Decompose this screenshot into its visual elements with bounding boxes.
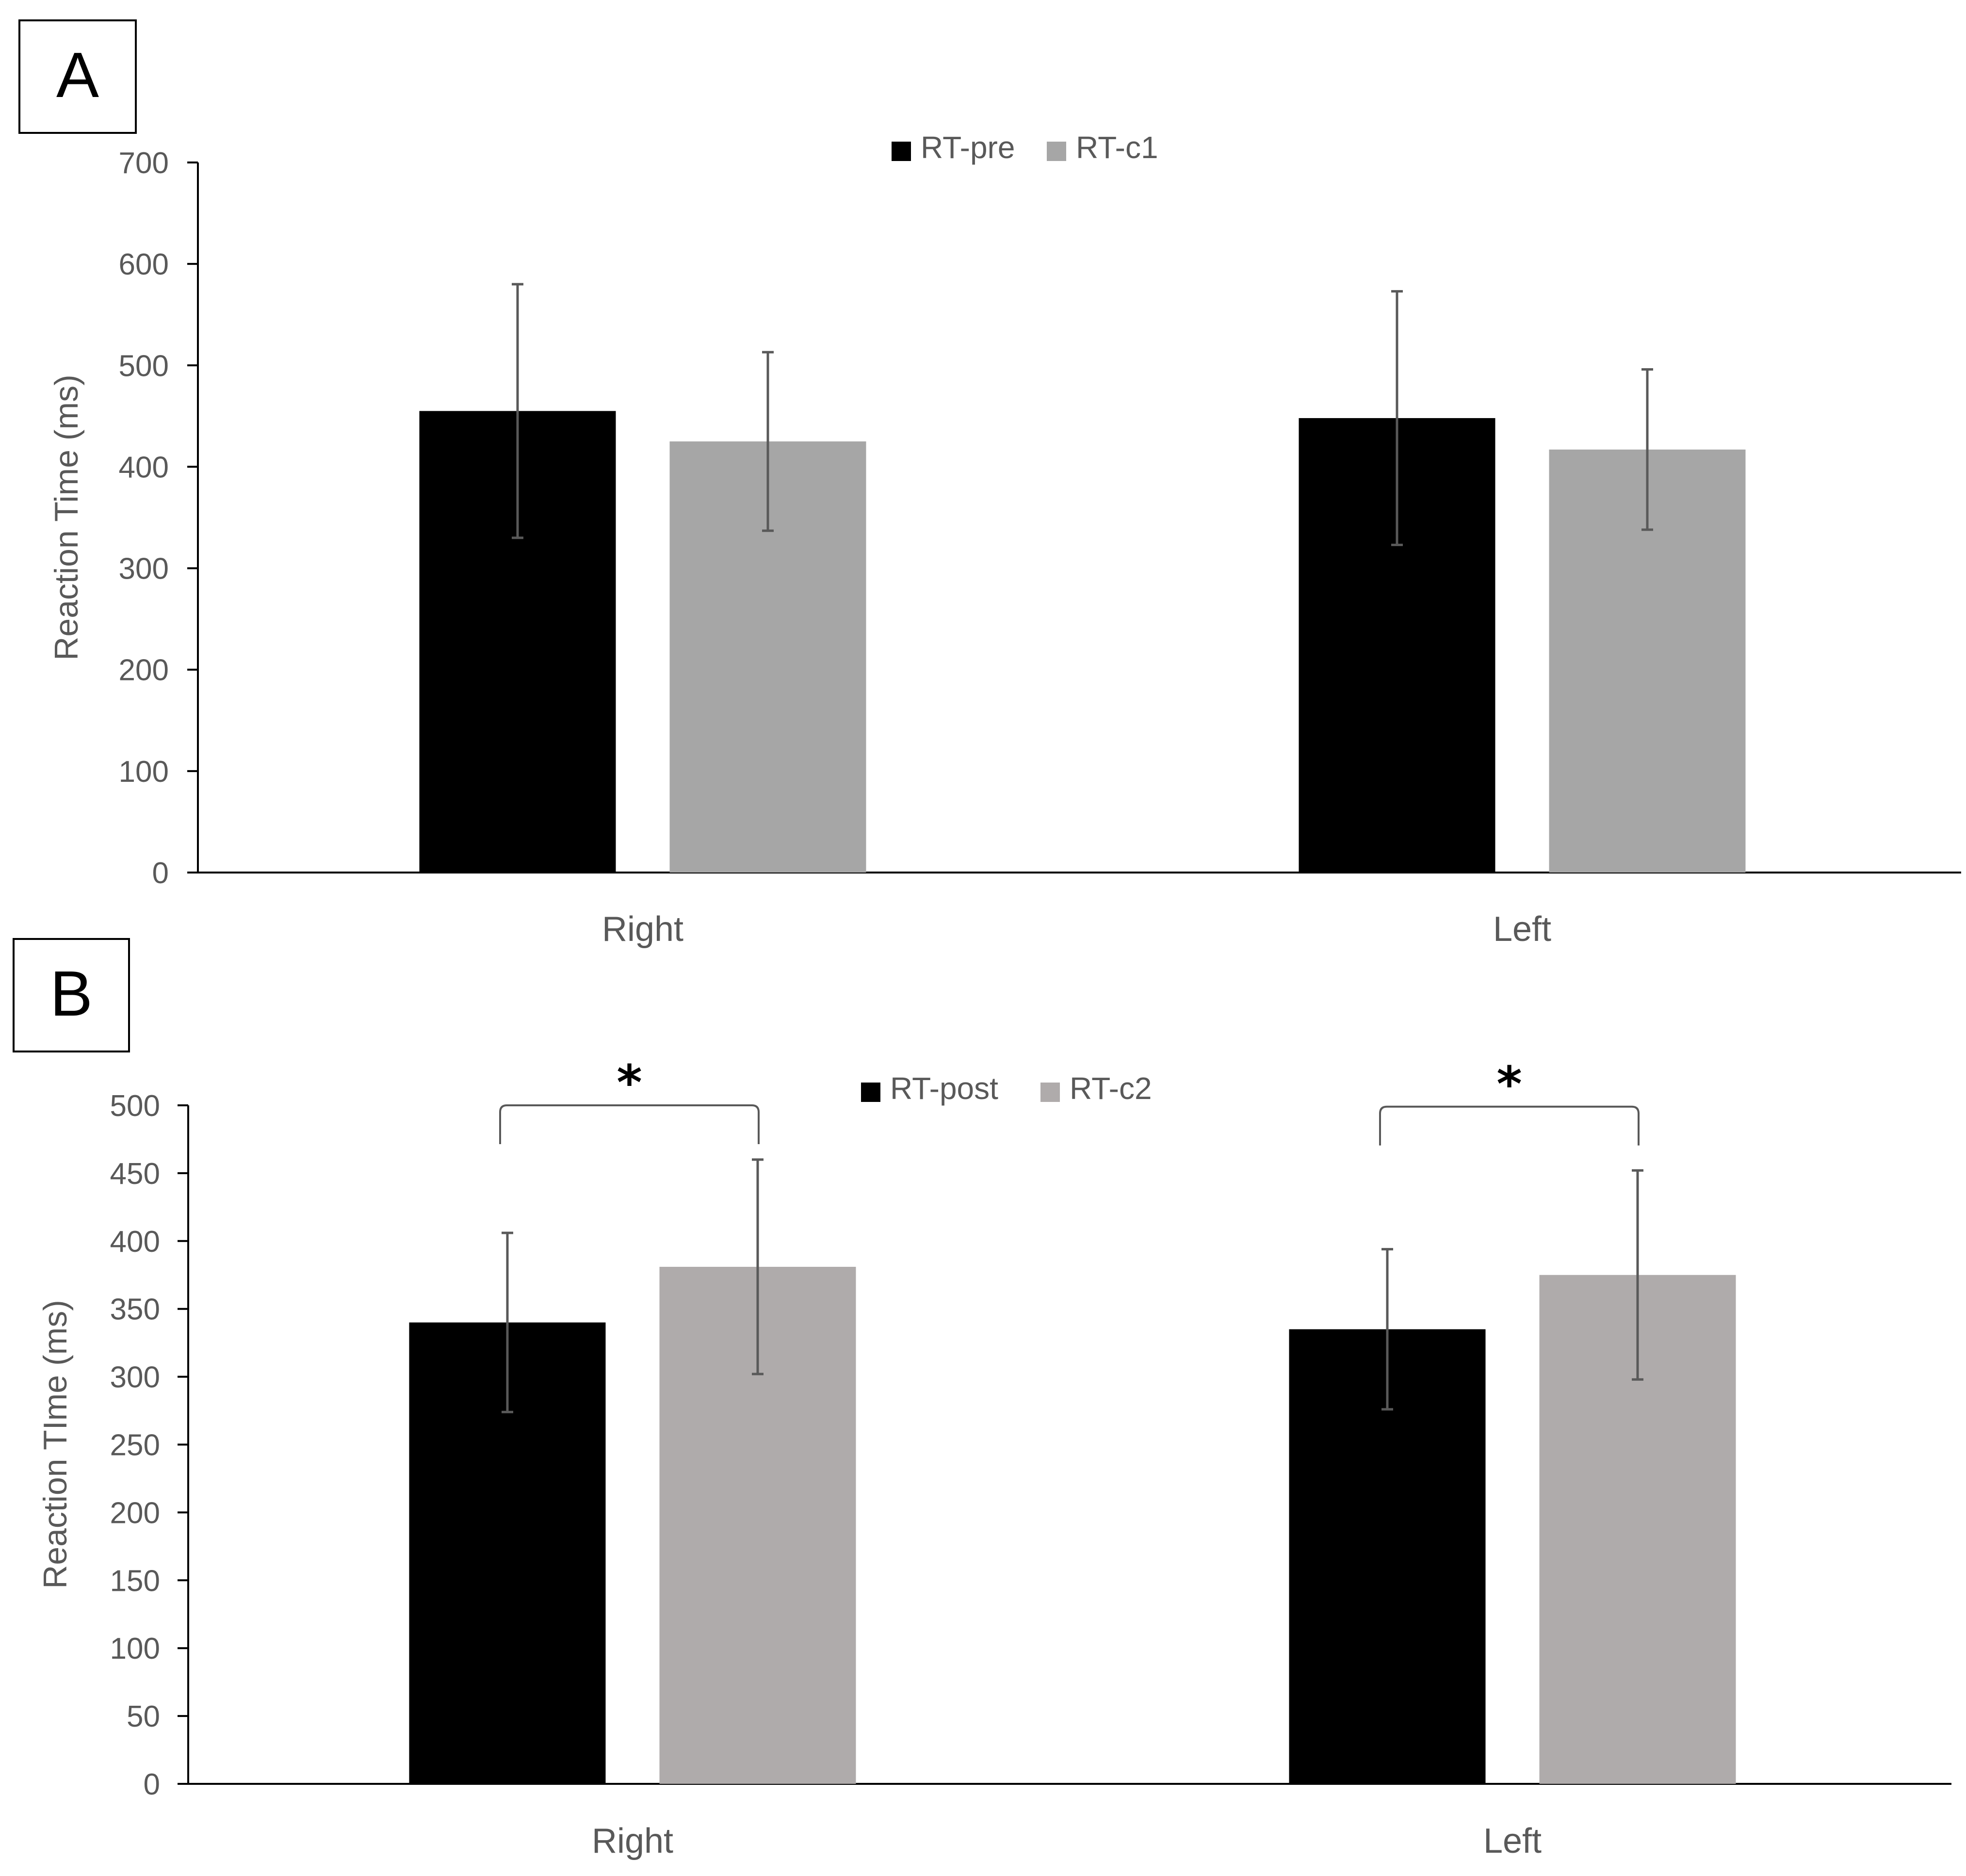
- y-tick-label: 500: [119, 349, 169, 383]
- y-tick-label: 450: [110, 1157, 160, 1191]
- legend-swatch-rt-post: [861, 1083, 880, 1102]
- legend-label-rt-post: RT-post: [890, 1071, 998, 1106]
- y-tick-label: 700: [119, 146, 169, 180]
- legend-label-rt-pre: RT-pre: [921, 130, 1015, 165]
- significance-star-left: *: [1496, 1056, 1522, 1113]
- y-tick-label: 200: [110, 1496, 160, 1530]
- legend-swatch-rt-c1: [1047, 142, 1066, 161]
- panel-b-label-box: [13, 938, 130, 1052]
- y-tick-label: 300: [119, 552, 169, 586]
- chart-panel-b: 0 50 100 150 200 250 300 350 400 450 500 Reaction T…: [37, 1054, 1951, 1860]
- legend-label-rt-c1: RT-c1: [1076, 130, 1158, 165]
- y-tick-label: 200: [119, 654, 169, 687]
- y-tick-label: 400: [119, 451, 169, 484]
- legend-label-rt-c2: RT-c2: [1070, 1071, 1152, 1106]
- panel-b-label: B: [50, 958, 93, 1029]
- x-category-label-right: Right: [592, 1822, 673, 1860]
- significance-bracket-left: [1379, 1105, 1640, 1146]
- x-category-label-right: Right: [602, 910, 683, 949]
- legend-swatch-rt-pre: [892, 142, 911, 161]
- significance-star-right: *: [617, 1054, 642, 1111]
- y-tick-label: 50: [127, 1700, 160, 1733]
- panel-a-label-box: [18, 19, 137, 134]
- y-tick-label: 150: [110, 1564, 160, 1598]
- panel-a-label: A: [56, 39, 99, 111]
- y-tick-label: 350: [110, 1293, 160, 1326]
- x-category-label-left: Left: [1493, 910, 1551, 949]
- y-tick-label: 400: [110, 1225, 160, 1259]
- y-tick-label: 100: [110, 1632, 160, 1666]
- y-axis-title: Reaction TIme (ms): [37, 1300, 74, 1589]
- y-tick-label: 250: [110, 1429, 160, 1462]
- chart-panel-a: 0 100 200 300 400 500 600 700 Reaction Time (ms)…: [48, 130, 1961, 949]
- y-tick-label: 300: [110, 1361, 160, 1394]
- y-tick-label: 0: [144, 1768, 160, 1801]
- y-tick-label: 600: [119, 248, 169, 281]
- y-axis-title: Reaction Time (ms): [48, 374, 85, 660]
- y-tick-label: 500: [110, 1089, 160, 1123]
- y-tick-label: 100: [119, 755, 169, 789]
- y-tick-label: 0: [152, 857, 169, 890]
- x-category-label-left: Left: [1483, 1822, 1542, 1860]
- significance-bracket-right: [499, 1104, 760, 1144]
- legend-swatch-rt-c2: [1040, 1083, 1060, 1102]
